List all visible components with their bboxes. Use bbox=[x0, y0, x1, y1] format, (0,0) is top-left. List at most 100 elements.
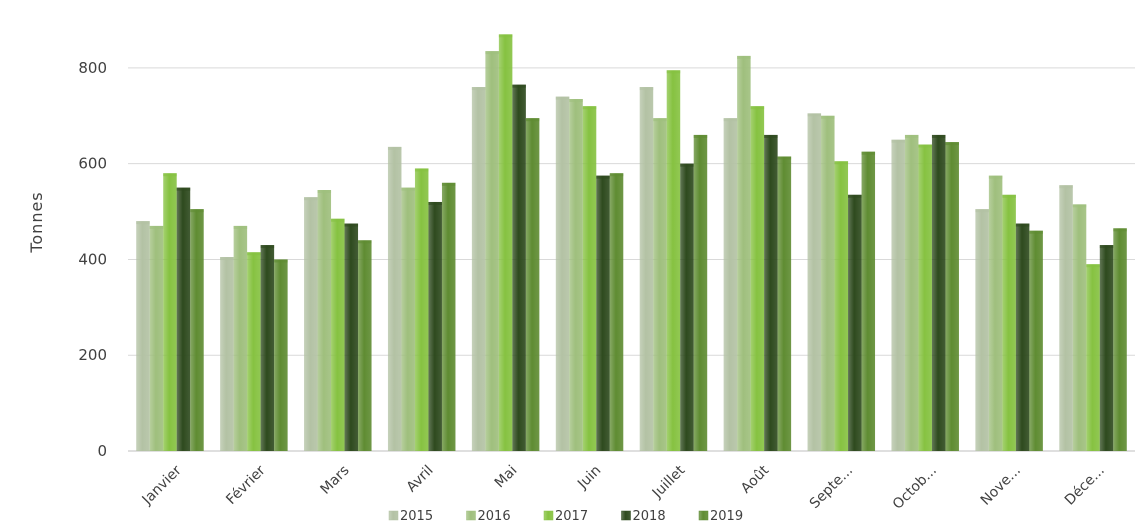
bar-top bbox=[945, 142, 959, 146]
bar-2019-4 bbox=[525, 118, 540, 451]
bar-top bbox=[176, 187, 191, 191]
bar-top bbox=[485, 51, 499, 55]
bar-2016-1 bbox=[233, 225, 248, 451]
bar-2016-7 bbox=[737, 55, 751, 452]
bars bbox=[136, 34, 1127, 452]
bar-top bbox=[582, 106, 597, 110]
bar-2017-5 bbox=[582, 106, 597, 451]
bar-2018-9 bbox=[931, 134, 946, 451]
bar-top bbox=[891, 139, 905, 143]
bar-top bbox=[190, 209, 204, 213]
legend-swatch bbox=[621, 510, 631, 521]
bar-top bbox=[233, 225, 248, 229]
bar-top bbox=[639, 87, 654, 91]
bar-top bbox=[975, 209, 989, 213]
bar-2016-9 bbox=[904, 134, 919, 451]
x-axis-categories: Janvier Février Mars Avril Mai Juin Juillet Aoû… bbox=[139, 462, 1108, 513]
bar-2017-2 bbox=[331, 218, 345, 451]
bar-2019-10 bbox=[1029, 230, 1043, 451]
bar-top bbox=[680, 163, 694, 167]
bar-top bbox=[569, 99, 583, 103]
legend-label: 2017 bbox=[555, 509, 588, 524]
bar-top bbox=[525, 118, 540, 122]
legend-label: 2016 bbox=[478, 509, 511, 524]
bar-2016-2 bbox=[317, 190, 332, 451]
bar-top bbox=[764, 134, 778, 138]
bar-2016-3 bbox=[401, 187, 415, 451]
legend-swatch bbox=[543, 510, 554, 521]
bar-2015-7 bbox=[723, 118, 738, 451]
y-axis-label: Tonnes bbox=[27, 191, 46, 253]
legend-swatch bbox=[698, 510, 709, 521]
y-tick-label: 800 bbox=[78, 59, 107, 77]
bar-2019-1 bbox=[274, 259, 288, 451]
bar-2016-8 bbox=[821, 115, 835, 452]
bar-top bbox=[220, 257, 234, 261]
bar-2015-4 bbox=[471, 87, 486, 452]
x-category-label: Avril bbox=[404, 463, 437, 496]
legend-label: 2019 bbox=[710, 509, 743, 524]
bar-top bbox=[1072, 204, 1087, 208]
bar-top bbox=[1059, 185, 1073, 189]
bar-top bbox=[1086, 264, 1100, 268]
y-tick-label: 200 bbox=[78, 346, 107, 364]
bar-2019-9 bbox=[945, 142, 959, 451]
x-category-label: Juillet bbox=[649, 462, 689, 502]
bar-2016-4 bbox=[485, 51, 499, 451]
x-category-label: Septe... bbox=[807, 463, 856, 512]
bar-top bbox=[821, 115, 835, 119]
bar-top bbox=[737, 55, 751, 59]
bar-2019-2 bbox=[358, 240, 372, 451]
bar-top bbox=[512, 84, 526, 88]
x-category-label: Février bbox=[223, 462, 269, 508]
bar-top bbox=[918, 144, 932, 148]
y-tick-label: 0 bbox=[97, 442, 107, 460]
bar-2017-10 bbox=[1002, 194, 1016, 452]
bar-2016-11 bbox=[1072, 204, 1087, 451]
bar-2017-1 bbox=[247, 252, 261, 451]
bar-2018-3 bbox=[428, 201, 442, 451]
bar-top bbox=[861, 151, 876, 155]
bar-2017-11 bbox=[1086, 264, 1100, 451]
bar-2017-8 bbox=[834, 161, 849, 451]
bar-top bbox=[149, 225, 164, 229]
bar-top bbox=[331, 218, 345, 222]
bar-2018-1 bbox=[260, 245, 275, 451]
bar-2018-6 bbox=[680, 163, 694, 451]
bar-2019-6 bbox=[693, 134, 708, 451]
x-category-label: Août bbox=[738, 462, 772, 496]
bar-2015-10 bbox=[975, 209, 989, 451]
x-category-label: Juin bbox=[574, 463, 604, 493]
x-category-label: Nove... bbox=[978, 463, 1024, 509]
bar-top bbox=[471, 87, 486, 91]
bar-2019-3 bbox=[441, 182, 456, 452]
bar-2017-3 bbox=[414, 168, 429, 451]
bar-top bbox=[596, 175, 610, 179]
legend-label: 2018 bbox=[633, 509, 666, 524]
bar-top bbox=[988, 175, 1003, 179]
bar-top bbox=[414, 168, 429, 172]
bar-top bbox=[609, 173, 624, 177]
bar-2019-7 bbox=[777, 156, 792, 451]
bar-top bbox=[723, 118, 738, 122]
bar-2019-11 bbox=[1113, 228, 1127, 451]
bar-top bbox=[750, 106, 765, 110]
bar-top bbox=[498, 34, 513, 38]
bar-top bbox=[274, 259, 288, 263]
bar-top bbox=[441, 182, 456, 186]
bar-top bbox=[848, 194, 862, 198]
x-category-label: Mai bbox=[492, 463, 521, 492]
bar-top bbox=[344, 223, 359, 227]
bar-2016-6 bbox=[653, 118, 667, 451]
bar-2019-8 bbox=[861, 151, 876, 451]
bar-2019-5 bbox=[609, 173, 624, 451]
bar-top bbox=[807, 113, 822, 117]
bar-top bbox=[387, 146, 402, 150]
bar-top bbox=[653, 118, 667, 122]
bar-top bbox=[428, 201, 442, 205]
bar-2018-4 bbox=[512, 84, 526, 452]
bar-2017-6 bbox=[666, 70, 681, 452]
bar-2016-5 bbox=[569, 99, 583, 452]
legend-label: 2015 bbox=[400, 509, 433, 524]
